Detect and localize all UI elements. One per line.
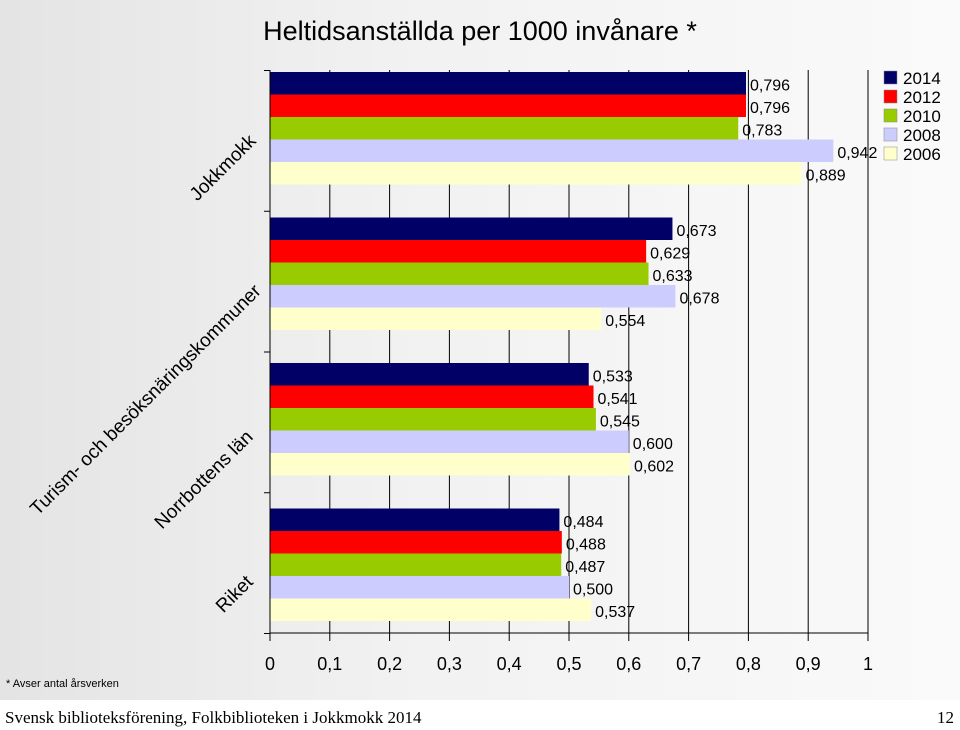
axes: 0 0,1 0,2 0,3 0,4 0,5 0,6 0,7 0,8 0,9 1: [264, 70, 873, 674]
category-label: Norrbottens län: [151, 427, 258, 534]
x-tick-label: 0,8: [736, 654, 761, 674]
legend-label: 2012: [903, 88, 941, 107]
data-label: 0,796: [750, 100, 790, 117]
legend-swatch: [883, 146, 898, 161]
data-label: 0,796: [750, 78, 790, 95]
bars: [270, 72, 834, 621]
bar-2010: [270, 262, 649, 285]
legend-swatch: [883, 127, 898, 142]
legend-label: 2008: [903, 126, 941, 145]
bar-2014: [270, 363, 589, 386]
bar-2010: [270, 553, 562, 576]
bar-2010: [270, 408, 596, 431]
footer-source: Svensk biblioteksförening, Folkbibliotek…: [5, 708, 422, 727]
x-tick-label: 0,3: [437, 654, 462, 674]
data-label: 0,541: [598, 391, 638, 408]
bar-2006: [270, 162, 802, 185]
data-label: 0,602: [634, 459, 674, 476]
bar-2006: [270, 307, 602, 330]
bar-2012: [270, 240, 647, 263]
data-label: 0,488: [566, 537, 606, 554]
bar-2008: [270, 139, 834, 162]
category-labels: Jokkmokk Turism- och besöksnäringskommune…: [26, 130, 266, 617]
data-label: 0,545: [600, 414, 640, 431]
data-label: 0,554: [605, 313, 645, 330]
data-label: 0,942: [837, 145, 877, 162]
bar-2008: [270, 576, 569, 599]
data-label: 0,633: [653, 268, 693, 285]
data-label: 0,673: [676, 223, 716, 240]
bar-2014: [270, 217, 673, 240]
data-label: 0,537: [595, 604, 635, 621]
category-label: Riket: [212, 571, 258, 617]
category-label: Jokkmokk: [186, 130, 261, 205]
chart-title: Heltidsanställda per 1000 invånare *: [263, 16, 697, 46]
legend-label: 2010: [903, 107, 941, 126]
bar-chart: 0,796 0,796 0,783 0,942 0,889 0,673 0,629 0,633…: [26, 16, 941, 674]
bar-2014: [270, 72, 747, 95]
data-label: 0,889: [806, 168, 846, 185]
x-tick-label: 0,1: [317, 654, 342, 674]
x-tick-label: 0,9: [796, 654, 821, 674]
legend-label: 2006: [903, 145, 941, 164]
bar-2012: [270, 385, 594, 408]
data-label: 0,487: [565, 559, 605, 576]
bar-2012: [270, 94, 747, 117]
footnote: * Avser antal årsverken: [6, 678, 119, 690]
data-label: 0,484: [563, 514, 603, 531]
bar-2010: [270, 117, 739, 140]
data-label: 0,783: [742, 123, 782, 140]
data-label: 0,500: [573, 582, 613, 599]
category-label: Turism- och besöksnäringskommuner: [26, 280, 266, 520]
data-label: 0,533: [593, 369, 633, 386]
bar-2006: [270, 453, 630, 476]
legend-swatch: [883, 108, 898, 123]
legend-swatch: [883, 89, 898, 104]
footer: Svensk biblioteksförening, Folkbibliotek…: [0, 700, 960, 730]
legend-swatch: [883, 70, 898, 85]
x-tick-label: 0,5: [556, 654, 581, 674]
x-tick-label: 0,2: [377, 654, 402, 674]
x-tick-label: 0,6: [616, 654, 641, 674]
x-tick-label: 1: [863, 654, 873, 674]
x-tick-label: 0,7: [676, 654, 701, 674]
legend-label: 2014: [903, 69, 941, 88]
bar-2014: [270, 508, 560, 531]
bar-2008: [270, 285, 676, 308]
bar-2008: [270, 430, 629, 453]
data-label: 0,629: [650, 246, 690, 263]
x-tick-label: 0,4: [497, 654, 522, 674]
x-tick-label: 0: [265, 654, 275, 674]
page-number: 12: [937, 708, 954, 727]
data-labels: 0,796 0,796 0,783 0,942 0,889 0,673 0,629 0,633…: [563, 78, 877, 622]
bar-2006: [270, 598, 592, 621]
data-label: 0,678: [679, 291, 719, 308]
data-label: 0,600: [633, 436, 673, 453]
bar-2012: [270, 531, 562, 554]
